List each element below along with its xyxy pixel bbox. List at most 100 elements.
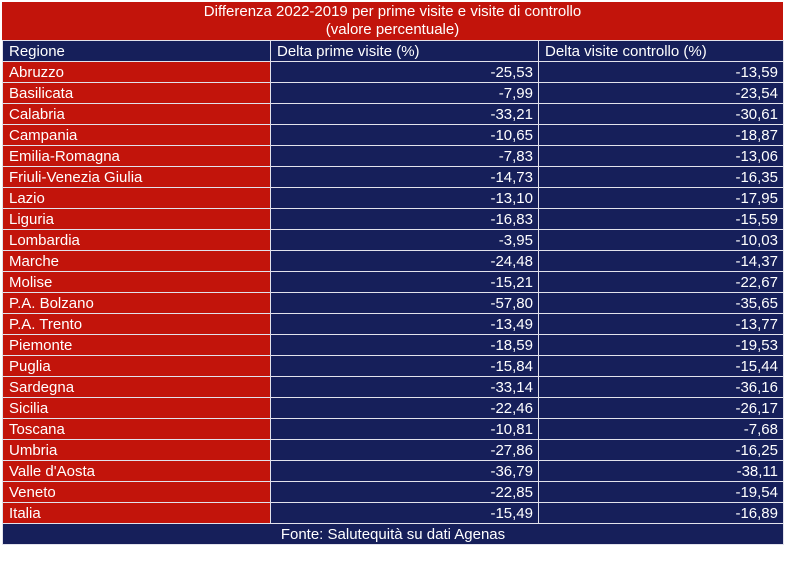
column-header-delta-prime-visite: Delta prime visite (%)	[270, 40, 539, 62]
table-row: Molise -15,21 -22,67	[2, 271, 784, 293]
delta-prime-visite-cell: -22,46	[270, 397, 539, 419]
delta-prime-visite-cell: -36,79	[270, 460, 539, 482]
delta-prime-visite-cell: -22,85	[270, 481, 539, 503]
delta-prime-visite-cell: -16,83	[270, 208, 539, 230]
delta-visite-controllo-cell: -13,77	[538, 313, 784, 335]
delta-prime-visite-cell: -15,49	[270, 502, 539, 524]
region-cell: Basilicata	[2, 82, 271, 104]
column-header-regione: Regione	[2, 40, 271, 62]
region-cell: Umbria	[2, 439, 271, 461]
table-row: Italia -15,49 -16,89	[2, 502, 784, 524]
table-row: Puglia -15,84 -15,44	[2, 355, 784, 377]
delta-visite-controllo-cell: -7,68	[538, 418, 784, 440]
delta-prime-visite-cell: -10,65	[270, 124, 539, 146]
region-cell: Toscana	[2, 418, 271, 440]
delta-visite-controllo-cell: -19,53	[538, 334, 784, 356]
delta-prime-visite-cell: -25,53	[270, 61, 539, 83]
region-cell: Puglia	[2, 355, 271, 377]
delta-prime-visite-cell: -7,99	[270, 82, 539, 104]
region-cell: Italia	[2, 502, 271, 524]
table-row: Abruzzo -25,53 -13,59	[2, 61, 784, 83]
region-cell: Marche	[2, 250, 271, 272]
table-row: Calabria -33,21 -30,61	[2, 103, 784, 125]
region-cell: Veneto	[2, 481, 271, 503]
delta-prime-visite-cell: -15,84	[270, 355, 539, 377]
delta-visite-controllo-cell: -35,65	[538, 292, 784, 314]
region-cell: Abruzzo	[2, 61, 271, 83]
region-cell: Friuli-Venezia Giulia	[2, 166, 271, 188]
title-line-2: (valore percentuale)	[325, 21, 460, 38]
table-title: Differenza 2022-2019 per prime visite e …	[2, 2, 783, 40]
table-row: Liguria -16,83 -15,59	[2, 208, 784, 230]
table-row: Veneto -22,85 -19,54	[2, 481, 784, 503]
delta-visite-controllo-cell: -13,06	[538, 145, 784, 167]
delta-visite-controllo-cell: -23,54	[538, 82, 784, 104]
delta-prime-visite-cell: -7,83	[270, 145, 539, 167]
region-cell: Emilia-Romagna	[2, 145, 271, 167]
delta-visite-controllo-cell: -16,89	[538, 502, 784, 524]
delta-prime-visite-cell: -13,49	[270, 313, 539, 335]
table-row: Emilia-Romagna -7,83 -13,06	[2, 145, 784, 167]
delta-visite-controllo-cell: -26,17	[538, 397, 784, 419]
source-note: Fonte: Salutequità su dati Agenas	[2, 523, 784, 545]
region-cell: P.A. Bolzano	[2, 292, 271, 314]
delta-prime-visite-cell: -33,21	[270, 103, 539, 125]
table-row: Lombardia -3,95 -10,03	[2, 229, 784, 251]
table-row: Toscana -10,81 -7,68	[2, 418, 784, 440]
delta-visite-controllo-cell: -10,03	[538, 229, 784, 251]
region-cell: Campania	[2, 124, 271, 146]
table-row: Sardegna -33,14 -36,16	[2, 376, 784, 398]
delta-visite-controllo-cell: -19,54	[538, 481, 784, 503]
table-row: Sicilia -22,46 -26,17	[2, 397, 784, 419]
delta-visite-controllo-cell: -36,16	[538, 376, 784, 398]
regions-table: Regione Delta prime visite (%) Delta vis…	[2, 40, 784, 545]
table-row: Valle d'Aosta -36,79 -38,11	[2, 460, 784, 482]
table-body: Abruzzo -25,53 -13,59 Basilicata -7,99 -23,54…	[2, 61, 784, 524]
footer-row: Fonte: Salutequità su dati Agenas	[2, 523, 784, 545]
delta-visite-controllo-cell: -16,35	[538, 166, 784, 188]
delta-visite-controllo-cell: -17,95	[538, 187, 784, 209]
delta-prime-visite-cell: -24,48	[270, 250, 539, 272]
title-line-1: Differenza 2022-2019 per prime visite e …	[203, 3, 582, 20]
delta-visite-controllo-cell: -18,87	[538, 124, 784, 146]
table-row: P.A. Bolzano -57,80 -35,65	[2, 292, 784, 314]
delta-prime-visite-cell: -57,80	[270, 292, 539, 314]
region-cell: Lombardia	[2, 229, 271, 251]
table-row: Basilicata -7,99 -23,54	[2, 82, 784, 104]
region-cell: Molise	[2, 271, 271, 293]
region-cell: Valle d'Aosta	[2, 460, 271, 482]
delta-prime-visite-cell: -18,59	[270, 334, 539, 356]
delta-prime-visite-cell: -3,95	[270, 229, 539, 251]
delta-prime-visite-cell: -14,73	[270, 166, 539, 188]
region-cell: Sardegna	[2, 376, 271, 398]
region-cell: Liguria	[2, 208, 271, 230]
delta-visite-controllo-cell: -22,67	[538, 271, 784, 293]
table-row: Marche -24,48 -14,37	[2, 250, 784, 272]
region-cell: Lazio	[2, 187, 271, 209]
region-cell: P.A. Trento	[2, 313, 271, 335]
table-row: Friuli-Venezia Giulia -14,73 -16,35	[2, 166, 784, 188]
delta-visite-controllo-cell: -13,59	[538, 61, 784, 83]
region-cell: Calabria	[2, 103, 271, 125]
region-cell: Sicilia	[2, 397, 271, 419]
delta-visite-controllo-cell: -16,25	[538, 439, 784, 461]
table-row: Campania -10,65 -18,87	[2, 124, 784, 146]
header-row: Regione Delta prime visite (%) Delta vis…	[2, 40, 784, 62]
table-row: P.A. Trento -13,49 -13,77	[2, 313, 784, 335]
delta-visite-controllo-cell: -15,44	[538, 355, 784, 377]
delta-visite-controllo-cell: -30,61	[538, 103, 784, 125]
delta-visite-controllo-cell: -15,59	[538, 208, 784, 230]
delta-prime-visite-cell: -15,21	[270, 271, 539, 293]
table-row: Umbria -27,86 -16,25	[2, 439, 784, 461]
table-row: Piemonte -18,59 -19,53	[2, 334, 784, 356]
delta-prime-visite-cell: -33,14	[270, 376, 539, 398]
delta-visite-controllo-cell: -14,37	[538, 250, 784, 272]
region-cell: Piemonte	[2, 334, 271, 356]
column-header-delta-visite-controllo: Delta visite controllo (%)	[538, 40, 784, 62]
table-row: Lazio -13,10 -17,95	[2, 187, 784, 209]
delta-prime-visite-cell: -10,81	[270, 418, 539, 440]
delta-prime-visite-cell: -13,10	[270, 187, 539, 209]
delta-visite-controllo-cell: -38,11	[538, 460, 784, 482]
delta-prime-visite-cell: -27,86	[270, 439, 539, 461]
